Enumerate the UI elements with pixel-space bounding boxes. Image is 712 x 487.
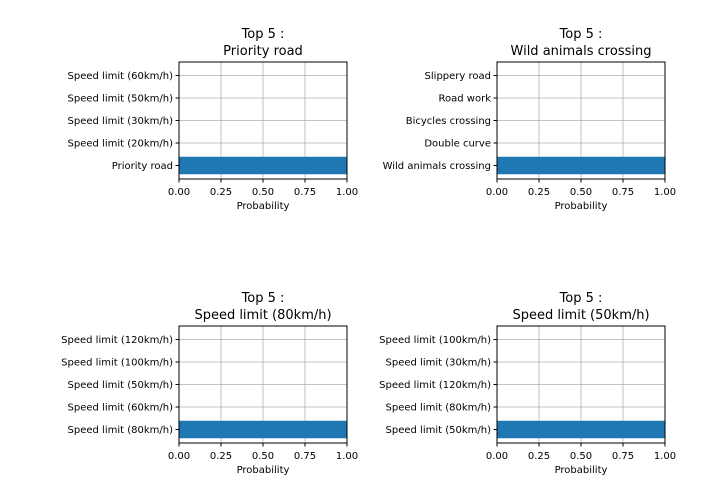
x-axis-label: Probability <box>237 201 290 212</box>
y-tick-label: Speed limit (80km/h) <box>386 403 492 414</box>
subplot-3: 0.00 0.25 0.50 0.75 1.00 Speed limit (80km/h)… <box>61 291 358 476</box>
plot-frame <box>496 61 666 180</box>
subplot-1: 0.00 0.25 0.50 0.75 1.00 Priority road Speed l… <box>68 27 359 212</box>
x-tick-label: 0.25 <box>528 451 550 462</box>
y-tick-label: Speed limit (120km/h) <box>379 380 491 391</box>
y-tick-label: Speed limit (20km/h) <box>68 139 174 150</box>
x-tick-label: 0.50 <box>570 187 592 198</box>
y-tick-label: Speed limit (60km/h) <box>68 403 174 414</box>
bar <box>179 156 347 175</box>
x-tick-label: 1.00 <box>654 451 676 462</box>
x-tick-label: 0.25 <box>210 187 232 198</box>
x-tick-label: 0.75 <box>294 451 316 462</box>
y-tick-label: Double curve <box>424 139 491 150</box>
y-tick-label: Speed limit (100km/h) <box>379 335 491 346</box>
y-tick-label: Priority road <box>112 161 173 172</box>
x-tick-label: 0.00 <box>486 187 508 198</box>
chart-title-line2: Speed limit (80km/h) <box>194 308 331 323</box>
y-tick-label: Speed limit (30km/h) <box>386 358 492 369</box>
x-axis-label: Probability <box>555 201 608 212</box>
chart-title-line1: Top 5 : <box>241 291 285 306</box>
chart-title-line1: Top 5 : <box>241 27 285 42</box>
y-tick-label: Slippery road <box>425 71 491 82</box>
x-axis-label: Probability <box>237 465 290 476</box>
x-tick-label: 0.00 <box>168 451 190 462</box>
chart-title-line1: Top 5 : <box>559 291 603 306</box>
subplot-2: 0.00 0.25 0.50 0.75 1.00 Wild animals crossin… <box>383 27 677 212</box>
y-tick-label: Speed limit (30km/h) <box>68 116 174 127</box>
x-tick-label: 0.50 <box>252 451 274 462</box>
plot-frame <box>178 325 348 444</box>
x-tick-label: 1.00 <box>654 187 676 198</box>
x-tick-label: 0.75 <box>612 187 634 198</box>
plot-frame <box>178 61 348 180</box>
y-tick-label: Speed limit (100km/h) <box>61 358 173 369</box>
y-tick-label: Speed limit (120km/h) <box>61 335 173 346</box>
x-axis-label: Probability <box>555 465 608 476</box>
y-tick-label: Speed limit (50km/h) <box>386 425 492 436</box>
x-tick-label: 0.75 <box>612 451 634 462</box>
y-tick-label: Road work <box>439 94 492 105</box>
y-tick-label: Speed limit (60km/h) <box>68 71 174 82</box>
x-tick-label: 0.50 <box>252 187 274 198</box>
x-tick-label: 0.75 <box>294 187 316 198</box>
x-tick-label: 0.25 <box>528 187 550 198</box>
y-tick-label: Speed limit (50km/h) <box>68 94 174 105</box>
chart-title-line2: Priority road <box>223 44 303 59</box>
x-tick-label: 0.00 <box>168 187 190 198</box>
x-tick-label: 0.00 <box>486 451 508 462</box>
bar <box>497 420 665 439</box>
x-tick-label: 0.50 <box>570 451 592 462</box>
bar <box>179 420 347 439</box>
x-tick-label: 1.00 <box>336 451 358 462</box>
chart-title-line2: Wild animals crossing <box>511 44 652 59</box>
bar <box>497 156 665 175</box>
y-tick-label: Speed limit (80km/h) <box>68 425 174 436</box>
subplot-4: 0.00 0.25 0.50 0.75 1.00 Speed limit (50km/h)… <box>379 291 676 476</box>
chart-title-line2: Speed limit (50km/h) <box>512 308 649 323</box>
y-tick-label: Wild animals crossing <box>383 161 491 172</box>
x-tick-label: 1.00 <box>336 187 358 198</box>
x-tick-label: 0.25 <box>210 451 232 462</box>
y-tick-label: Bicycles crossing <box>406 116 491 127</box>
y-tick-label: Speed limit (50km/h) <box>68 380 174 391</box>
chart-title-line1: Top 5 : <box>559 27 603 42</box>
plot-frame <box>496 325 666 444</box>
